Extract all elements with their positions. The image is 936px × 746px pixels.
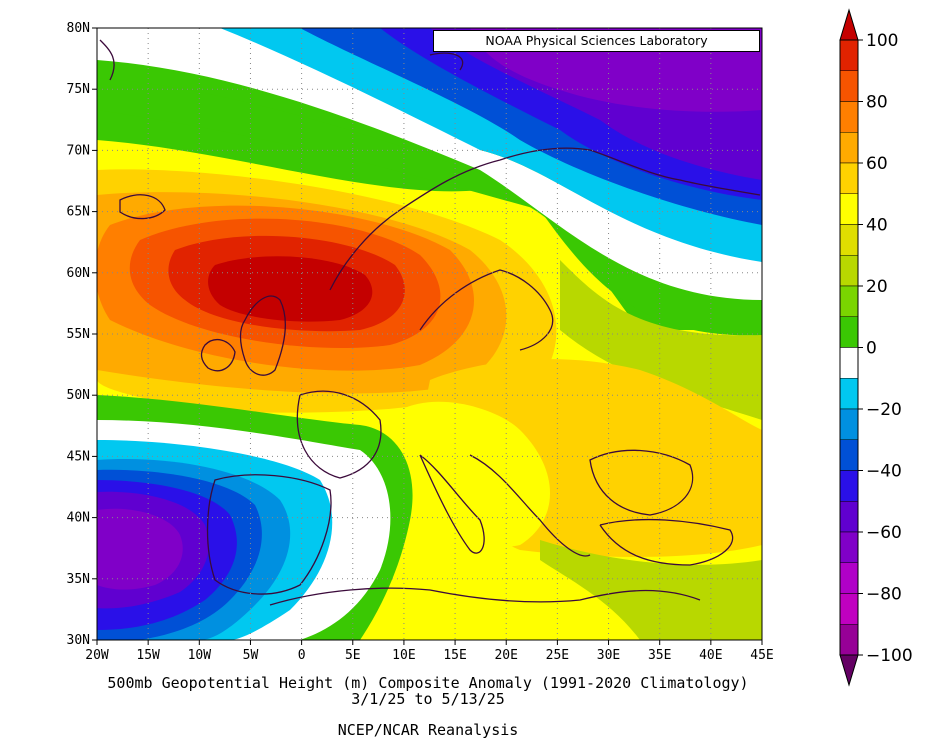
contour-lightblue-north — [97, 28, 762, 262]
colorbar-swatch — [839, 70, 859, 102]
coast-british-isles — [239, 295, 287, 376]
lon-label: 20E — [494, 648, 517, 663]
colorbar-label: −100 — [866, 646, 913, 666]
lat-label: 30N — [67, 633, 90, 648]
colorbar-label: −60 — [866, 523, 902, 543]
contour-darkred-max — [208, 256, 373, 322]
lon-label: 10W — [188, 648, 212, 663]
coast-italy — [419, 454, 485, 554]
lat-label: 65N — [67, 205, 90, 220]
colorbar-swatch — [839, 101, 859, 133]
colorbar-swatch — [839, 470, 859, 502]
colorbar-swatch — [839, 193, 859, 225]
colorbar-swatch — [839, 531, 859, 563]
credit-box: NOAA Physical Sciences Laboratory — [433, 30, 760, 52]
lon-label: 25E — [546, 648, 569, 663]
map-gridlines — [97, 28, 762, 640]
lon-label: 35E — [648, 648, 671, 663]
lat-label: 35N — [67, 572, 90, 587]
lon-label: 15E — [443, 648, 466, 663]
lon-label: 10E — [392, 648, 415, 663]
lat-label: 80N — [67, 21, 90, 36]
colorbar-swatch — [839, 39, 859, 71]
colorbar-swatch — [839, 285, 859, 317]
colorbar-label: 100 — [866, 31, 898, 51]
coast-france — [296, 390, 382, 479]
coast-turkey — [599, 518, 734, 566]
colorbar-swatch — [839, 162, 859, 194]
colorbar-swatch — [839, 255, 859, 287]
lat-label: 50N — [67, 388, 90, 403]
lon-label: 15W — [136, 648, 160, 663]
contour-lightgreen-east — [560, 260, 762, 420]
colorbar-label: −20 — [866, 400, 902, 420]
caption-source: NCEP/NCAR Reanalysis — [337, 721, 519, 739]
caption-dates: 3/1/25 to 5/13/25 — [351, 690, 505, 708]
colorbar-swatch — [839, 439, 859, 471]
lon-label: 40E — [699, 648, 722, 663]
lat-label: 70N — [67, 143, 90, 158]
colorbar-upper-arrow — [839, 8, 859, 41]
coast-scandinavia — [329, 147, 761, 291]
lon-label: 30E — [597, 648, 620, 663]
contour-violet-min — [97, 508, 183, 590]
coast-iberia — [206, 474, 332, 595]
longitude-labels: 20W 15W 10W 5W 0 5E 10E 15E 20E 25E 30E 35E 40E 45E — [85, 640, 774, 663]
colorbar-label: −40 — [866, 462, 902, 482]
colorbar-label: 60 — [866, 154, 888, 174]
colorbar: 100 80 60 40 20 0 −20 −40 −60 −80 −100 — [839, 8, 913, 687]
colorbar-swatch — [839, 624, 859, 656]
coast-black-sea — [589, 449, 694, 516]
colorbar-swatch — [839, 347, 859, 379]
lon-label: 0 — [298, 648, 306, 663]
coast-ireland — [200, 339, 236, 372]
contour-white-north — [97, 28, 762, 300]
lon-label: 5E — [345, 648, 361, 663]
coast-greenland-svalbard — [99, 39, 464, 81]
colorbar-swatch — [839, 316, 859, 348]
colorbar-swatch — [839, 562, 859, 594]
colorbar-swatch — [839, 378, 859, 410]
caption-title: 500mb Geopotential Height (m) Composite … — [107, 674, 749, 692]
lat-label: 60N — [67, 266, 90, 281]
lon-label: 20W — [85, 648, 109, 663]
contour-yellow-east — [400, 401, 550, 547]
colorbar-swatch — [839, 408, 859, 440]
coast-north-africa — [269, 587, 701, 606]
lat-label: 40N — [67, 511, 90, 526]
colorbar-swatch — [839, 224, 859, 256]
anomaly-contours — [97, 28, 762, 640]
lon-label: 5W — [243, 648, 259, 663]
lat-label: 75N — [67, 82, 90, 97]
colorbar-swatch — [839, 593, 859, 625]
lat-label: 45N — [67, 449, 90, 464]
colorbar-swatch — [839, 132, 859, 164]
colorbar-label: −80 — [866, 585, 902, 605]
colorbar-label: 20 — [866, 277, 888, 297]
coast-iceland — [119, 194, 166, 220]
latitude-labels: 30N 35N 40N 45N 50N 55N 60N 65N 70N 75N 80N — [67, 21, 97, 648]
lat-label: 55N — [67, 327, 90, 342]
coast-balkans — [469, 454, 591, 557]
colorbar-swatch — [839, 501, 859, 533]
colorbar-label: 80 — [866, 93, 888, 113]
coastlines — [99, 39, 761, 606]
contour-green-north — [97, 78, 762, 336]
colorbar-label: 0 — [866, 339, 877, 359]
lon-label: 45E — [750, 648, 773, 663]
map-panel: 20W 15W 10W 5W 0 5E 10E 15E 20E 25E 30E 35E 40E 45E 3… — [67, 21, 774, 663]
colorbar-label: 40 — [866, 216, 888, 236]
